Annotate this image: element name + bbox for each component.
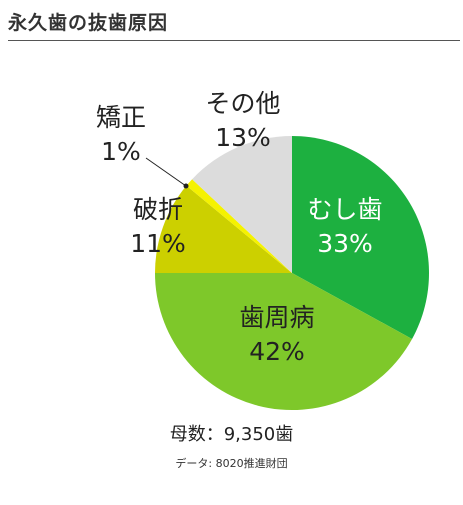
sample-size-label: 母数：9,350歯 [169,424,294,445]
slice-value-4: 13% [215,123,271,152]
slice-label-2: 破折 [133,195,183,224]
pie-slice-3 [186,179,292,273]
pie-slice-4 [192,136,292,273]
slice-value-2: 11% [130,229,186,258]
pie-slice-0 [292,136,429,339]
slice-label-3: 矯正 [96,103,146,132]
slice-label-0: むし歯 [307,195,382,224]
slice-label-4: その他 [205,89,280,118]
pie-slice-1 [155,273,413,410]
slice-value-3: 1% [101,137,141,166]
slice-value-1: 42% [249,337,305,366]
slice-label-1: 歯周病 [239,303,314,332]
leader-line [145,157,187,187]
slice-value-0: 33% [317,229,373,258]
data-source-label: データ: 8020推進財団 [175,457,288,470]
leader-dot [183,183,189,189]
title-divider [8,40,460,41]
pie-slice-2 [155,185,292,273]
page-title: 永久歯の抜歯原因 [8,12,169,34]
